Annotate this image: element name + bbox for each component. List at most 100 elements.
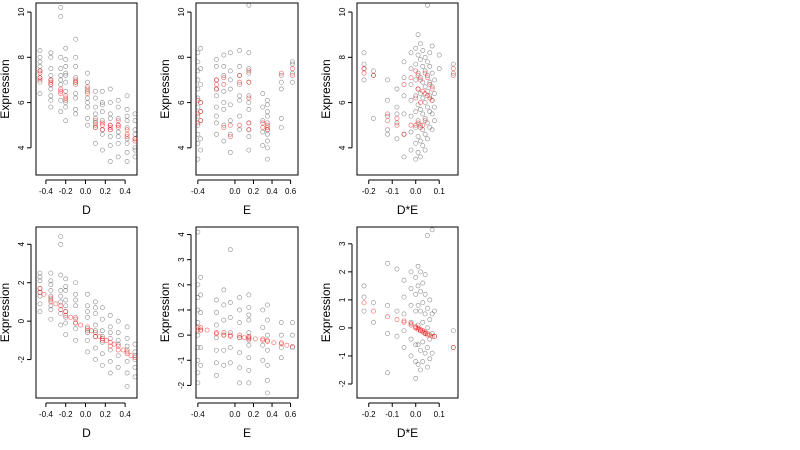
data-point-black <box>221 122 227 128</box>
data-point-black <box>385 261 390 266</box>
data-point-black <box>264 97 270 103</box>
x-tick-label: -0.4 <box>191 410 205 419</box>
data-point-black <box>237 350 242 356</box>
data-point-red <box>73 320 79 326</box>
data-point-black <box>73 303 79 309</box>
y-axis-title: Expression <box>158 59 172 118</box>
data-point-black <box>48 97 54 103</box>
data-point-black <box>85 116 90 121</box>
data-point-red <box>107 125 113 130</box>
data-point-red <box>241 335 247 341</box>
data-point-black <box>227 247 233 253</box>
data-point-black <box>99 131 105 137</box>
data-point-black <box>107 370 113 376</box>
data-point-black <box>48 50 54 56</box>
y-tick-label: 0 <box>338 325 347 330</box>
y-tick-label: 2 <box>17 280 26 285</box>
data-point-black <box>371 116 376 121</box>
data-point-red <box>246 120 252 126</box>
data-point-black <box>425 59 430 65</box>
data-point-black <box>450 328 456 334</box>
data-point-red <box>413 325 419 331</box>
data-point-red <box>417 100 423 106</box>
data-point-black <box>58 5 64 10</box>
y-tick-label: 6 <box>177 100 186 105</box>
data-point-black <box>124 370 130 376</box>
data-point-black <box>415 134 421 139</box>
data-point-red <box>260 336 266 342</box>
data-point-black <box>246 100 252 105</box>
data-point-black <box>115 129 121 135</box>
data-point-red <box>450 72 456 78</box>
data-point-black <box>99 351 105 357</box>
data-point-black <box>237 82 242 87</box>
data-point-black <box>63 118 69 124</box>
data-point-black <box>432 308 437 314</box>
x-tick-label: -0.4 <box>191 187 205 196</box>
data-point-red <box>213 331 219 337</box>
data-point-black <box>278 86 284 92</box>
data-point-black <box>195 113 201 119</box>
data-point-black <box>260 307 266 313</box>
data-point-black <box>99 339 105 345</box>
data-point-red <box>37 77 43 83</box>
data-point-black <box>48 293 54 299</box>
data-point-black <box>408 113 414 119</box>
data-point-black <box>124 336 130 341</box>
data-point-black <box>198 45 204 51</box>
data-point-black <box>278 116 284 121</box>
data-point-black <box>198 362 204 368</box>
data-point-black <box>394 86 400 92</box>
data-point-black <box>425 364 430 370</box>
data-point-red <box>92 122 98 128</box>
data-point-black <box>37 293 43 299</box>
data-point-black <box>436 66 442 72</box>
data-point-black <box>221 347 227 353</box>
data-point-black <box>221 302 227 308</box>
data-point-black <box>413 125 419 130</box>
data-point-red <box>413 68 419 74</box>
data-point-black <box>37 48 43 53</box>
data-point-black <box>221 73 227 78</box>
data-point-black <box>132 147 138 153</box>
data-point-red <box>37 70 43 76</box>
data-point-black <box>73 337 79 343</box>
data-point-black <box>401 294 407 300</box>
data-point-black <box>385 97 390 103</box>
plot-frame <box>35 226 138 399</box>
data-point-red <box>260 125 266 130</box>
data-point-red <box>264 127 270 133</box>
data-point-black <box>195 122 201 128</box>
data-point-red <box>85 324 90 330</box>
data-point-red <box>401 131 407 137</box>
data-point-black <box>124 125 130 130</box>
data-point-black <box>415 342 421 348</box>
data-point-black <box>63 287 69 293</box>
data-point-black <box>246 367 252 373</box>
data-point-black <box>58 293 64 299</box>
data-point-red <box>63 312 69 318</box>
x-tick-label: 0.4 <box>266 410 278 419</box>
data-point-red <box>63 309 69 314</box>
data-point-black <box>425 305 430 311</box>
plot-frame <box>356 2 459 176</box>
y-axis-title: Expression <box>0 283 12 342</box>
panel-top-left: -0.4 -0.2 0.0 0.2 0.4 4 6 8 10 D Expression <box>0 2 138 217</box>
x-tick-label: 0.0 <box>80 187 92 196</box>
x-tick-label: -0.1 <box>385 187 399 196</box>
data-point-red <box>427 82 433 87</box>
data-point-black <box>85 104 90 110</box>
data-point-black <box>58 54 64 60</box>
data-point-black <box>408 97 414 103</box>
data-point-black <box>195 295 201 300</box>
data-point-black <box>115 154 121 160</box>
data-point-red <box>450 66 456 72</box>
data-point-black <box>115 134 121 139</box>
data-point-black <box>93 345 98 351</box>
data-point-red <box>213 86 219 92</box>
data-point-black <box>246 355 252 361</box>
data-point-red <box>48 82 54 87</box>
data-point-black <box>73 280 79 286</box>
data-point-black <box>422 147 428 153</box>
data-point-black <box>246 93 252 99</box>
